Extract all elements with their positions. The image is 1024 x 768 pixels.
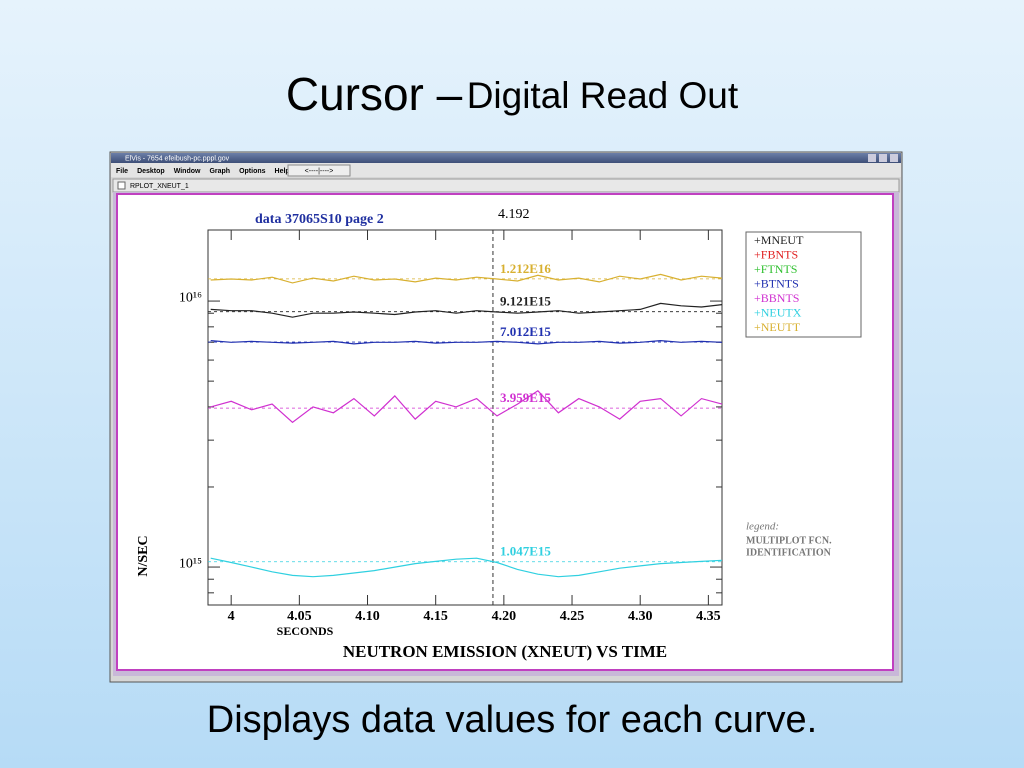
plot-frame	[207, 229, 723, 606]
annotation-heading: legend:	[746, 521, 779, 533]
title-bar	[111, 153, 901, 163]
menu: File Desktop Window Graph Options Help	[116, 168, 290, 175]
legend-entry: +NEUTT	[754, 320, 801, 334]
x-tick-label: 4.05	[287, 609, 312, 624]
menu-item[interactable]: Window	[174, 168, 201, 175]
x-tick-label: 4.15	[423, 609, 448, 624]
annotation-line: MULTIPLOT FCN.	[746, 535, 832, 546]
x-tick-label: 4.25	[560, 609, 585, 624]
cursor-readout: 7.012E15	[500, 324, 551, 339]
menu-item[interactable]: Options	[239, 168, 266, 175]
x-tick-label: 4.35	[696, 609, 721, 624]
plot: 4 4.05 4.10 4.15 4.20 4.25 4.30 4.35 10¹⁵ 10¹⁶ 4.1…	[179, 207, 832, 624]
toolbar-button-label: <----|---->	[305, 168, 334, 175]
x-tick-label: 4	[228, 609, 235, 624]
menu-item[interactable]: Desktop	[137, 168, 165, 175]
y-tick-label: 10¹⁵	[179, 556, 202, 571]
subwindow-title: RPLOT_XNEUT_1	[130, 183, 189, 190]
title-sub: Digital Read Out	[467, 75, 739, 116]
series-line	[210, 339, 723, 345]
window-title: ElVis - 7654 efeibush-pc.pppl.gov	[125, 155, 230, 162]
menu-item[interactable]: Help	[275, 168, 290, 175]
close-button[interactable]	[890, 154, 898, 162]
chart-title: data 37065S10 page 2	[255, 212, 384, 227]
legend-entry: +BTNTS	[754, 276, 799, 290]
minimize-button[interactable]	[868, 154, 876, 162]
cursor-label: 4.192	[498, 207, 529, 222]
y-axis-title: N/SEC	[136, 535, 151, 576]
x-tick-label: 4.20	[492, 609, 517, 624]
subwindow-bar	[112, 178, 900, 193]
menu-item[interactable]: File	[116, 168, 128, 175]
series-line	[210, 273, 723, 284]
series-line	[210, 557, 723, 578]
x-tick-label: 4.10	[355, 609, 380, 624]
x-tick-label: 4.30	[628, 609, 653, 624]
menu-item[interactable]: Graph	[209, 168, 230, 175]
toolbar-button[interactable]	[287, 164, 351, 177]
caption: Displays data values for each curve.	[207, 699, 817, 741]
cursor-readout: 3.959E15	[500, 390, 551, 405]
cursor-readout: 1.212E16	[500, 261, 551, 276]
series-line	[210, 302, 723, 318]
legend-entry: +BBNTS	[754, 291, 799, 305]
annotation-line: IDENTIFICATION	[746, 547, 832, 558]
title-main: Cursor –	[286, 68, 463, 120]
series-line	[210, 390, 723, 424]
legend-entry: +FTNTS	[754, 262, 797, 276]
x-unit: SECONDS	[277, 624, 334, 638]
legend-entry: +MNEUT	[754, 233, 804, 247]
cursor-readout: 9.121E15	[500, 294, 551, 309]
cursor-readout: 1.047E15	[500, 544, 551, 559]
legend-box	[745, 231, 862, 338]
legend-entry: +NEUTX	[754, 305, 802, 319]
x-axis-title: NEUTRON EMISSION (XNEUT) VS TIME	[343, 642, 667, 661]
slide-title: Cursor – Digital Read Out	[286, 68, 739, 120]
maximize-button[interactable]	[879, 154, 887, 162]
legend-entry: +FBNTS	[754, 247, 798, 261]
subwindow-icon	[117, 181, 126, 190]
y-tick-label: 10¹⁶	[179, 290, 202, 305]
